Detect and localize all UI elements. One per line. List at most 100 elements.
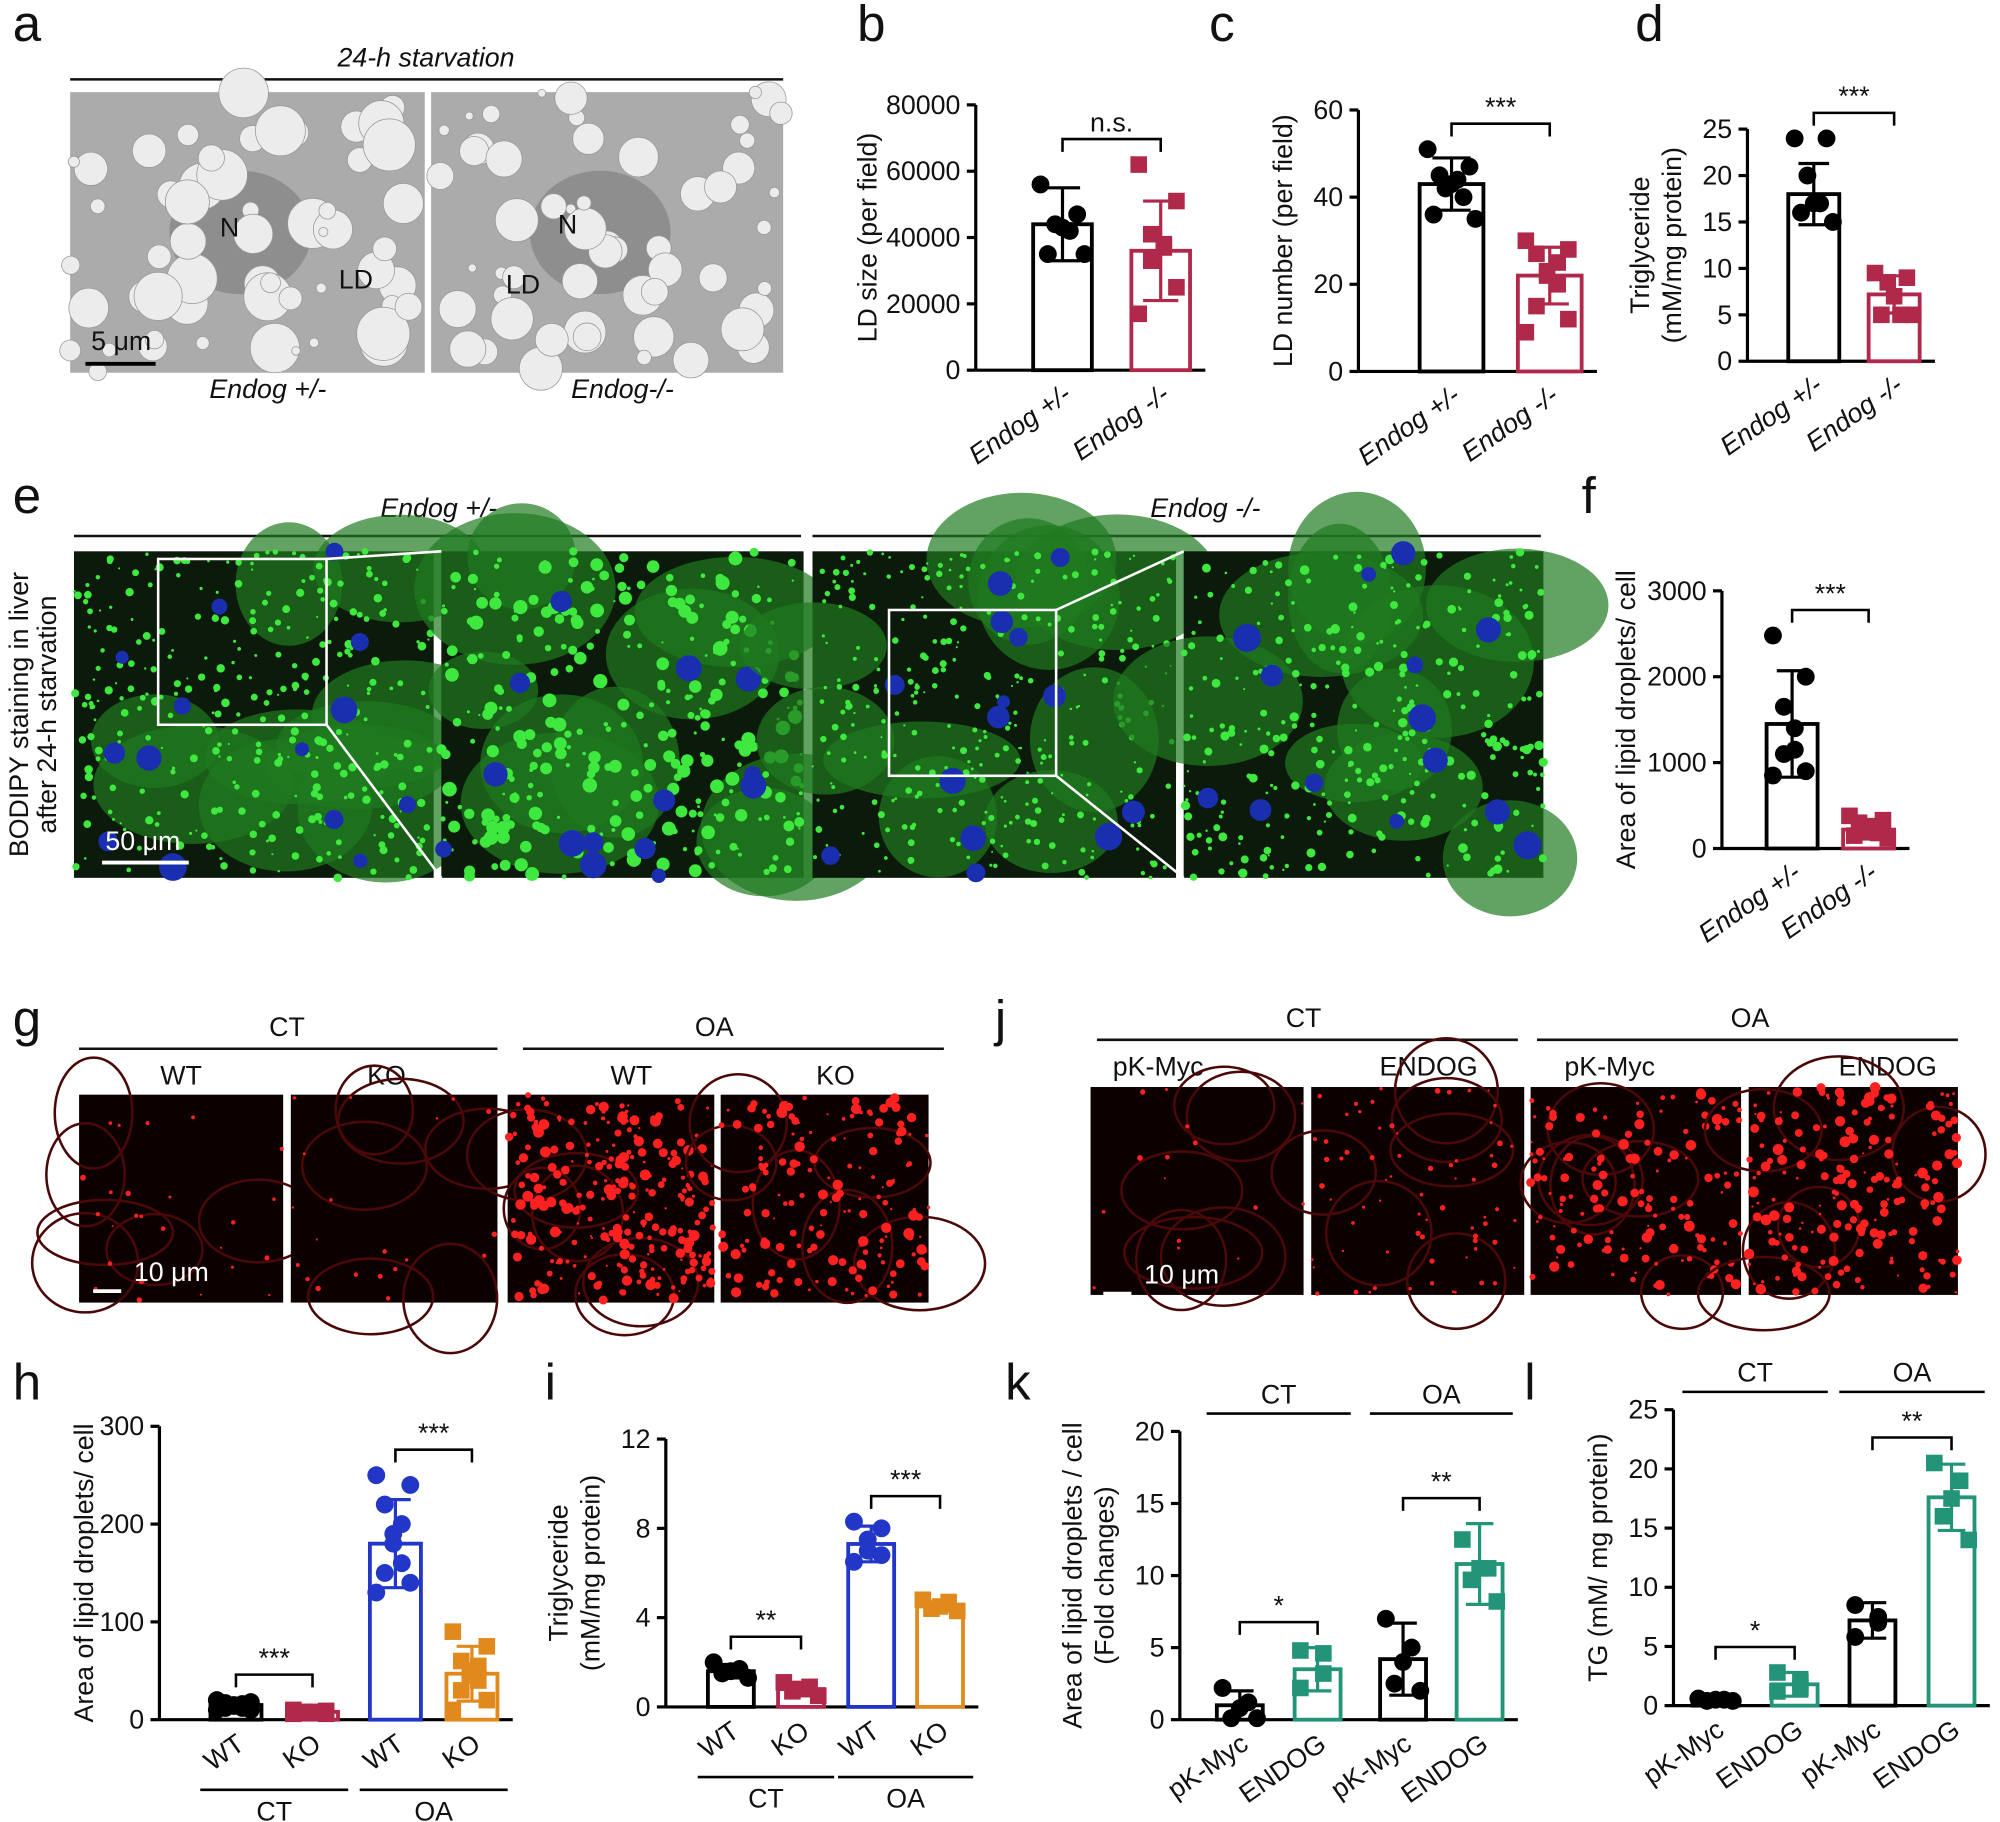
y-tick-label: 20 — [1135, 1416, 1165, 1446]
droplet — [1273, 785, 1278, 791]
droplet — [1257, 727, 1261, 731]
droplet — [561, 874, 567, 879]
droplet — [268, 1293, 271, 1297]
droplet — [766, 597, 772, 603]
droplet — [1836, 1090, 1845, 1099]
droplet — [1384, 1178, 1388, 1181]
droplet — [791, 1117, 800, 1125]
droplet — [1756, 1201, 1760, 1205]
droplet — [1678, 1213, 1685, 1220]
droplet — [674, 1098, 681, 1105]
droplet — [204, 727, 213, 735]
droplet — [628, 1255, 637, 1263]
droplet — [819, 568, 826, 575]
droplet — [361, 786, 368, 792]
droplet — [502, 650, 511, 659]
droplet — [1818, 1212, 1822, 1216]
droplet — [1398, 717, 1408, 728]
droplet — [1256, 621, 1261, 626]
droplet — [277, 714, 286, 722]
droplet — [275, 651, 282, 658]
droplet — [1341, 1249, 1345, 1253]
droplet — [1274, 561, 1283, 569]
droplet — [1759, 1143, 1765, 1149]
y-tick-label: 3000 — [1647, 576, 1707, 606]
droplet — [1078, 868, 1086, 876]
droplet — [1714, 1259, 1720, 1266]
droplet — [1260, 709, 1268, 717]
droplet — [84, 693, 92, 701]
droplet — [675, 805, 688, 818]
droplet — [1669, 1195, 1678, 1204]
droplet — [550, 1145, 559, 1154]
droplet — [1781, 1254, 1788, 1261]
y-tick-label: 0 — [1328, 356, 1343, 386]
droplet — [1920, 1199, 1930, 1208]
droplet — [840, 555, 846, 561]
droplet — [522, 1190, 534, 1202]
cell — [1519, 1140, 1617, 1225]
droplet — [1597, 1161, 1602, 1166]
droplet — [1746, 1156, 1753, 1163]
cell — [300, 1120, 429, 1211]
droplet — [1034, 807, 1042, 814]
droplet — [861, 831, 865, 835]
droplet — [1132, 643, 1140, 651]
group-label: CT — [1261, 1379, 1297, 1409]
droplet — [882, 1199, 889, 1206]
droplet — [1004, 725, 1011, 731]
droplet — [698, 263, 728, 293]
cell — [467, 503, 576, 610]
droplet — [1080, 847, 1086, 853]
droplet — [798, 791, 803, 796]
droplet — [1483, 1215, 1487, 1219]
droplet — [593, 674, 608, 689]
data-point — [809, 1687, 827, 1705]
droplet — [1487, 1089, 1490, 1092]
droplet — [552, 1170, 562, 1179]
data-point — [1292, 1679, 1309, 1697]
droplet — [697, 1144, 707, 1154]
data-point — [1960, 1531, 1978, 1549]
droplet — [1714, 1124, 1721, 1131]
droplet — [425, 705, 430, 709]
droplet — [1325, 684, 1330, 689]
droplet — [1720, 1191, 1724, 1194]
droplet — [1926, 1284, 1931, 1289]
droplet — [1269, 570, 1273, 574]
droplet — [632, 1211, 636, 1214]
droplet — [109, 605, 113, 609]
droplet — [876, 1194, 881, 1200]
panel-label: e — [13, 467, 41, 524]
droplet — [251, 568, 254, 571]
droplet — [628, 1192, 636, 1200]
droplet — [819, 1208, 828, 1217]
droplet — [747, 1106, 752, 1111]
droplet — [81, 701, 88, 708]
droplet — [1420, 558, 1428, 566]
droplet — [1463, 853, 1471, 862]
droplet — [1408, 729, 1416, 737]
droplet — [83, 857, 87, 860]
droplet — [779, 687, 789, 698]
droplet — [448, 820, 461, 833]
droplet — [85, 582, 90, 588]
droplet — [863, 755, 867, 759]
droplet — [1156, 593, 1160, 597]
y-tick-label: 20 — [1628, 1454, 1658, 1484]
droplet — [95, 1212, 101, 1217]
data-point — [384, 1534, 403, 1553]
droplet — [862, 1249, 869, 1255]
droplet — [1629, 1153, 1640, 1164]
significance-bracket: *** — [1812, 81, 1896, 126]
droplet — [493, 563, 500, 569]
droplet — [479, 835, 492, 848]
droplet — [515, 1102, 521, 1107]
data-point — [845, 1552, 863, 1571]
droplet — [701, 1256, 712, 1267]
droplet — [1321, 792, 1326, 797]
droplet — [1132, 554, 1136, 557]
droplet — [525, 1172, 531, 1179]
droplet — [1266, 731, 1271, 736]
data-point — [1798, 166, 1817, 185]
